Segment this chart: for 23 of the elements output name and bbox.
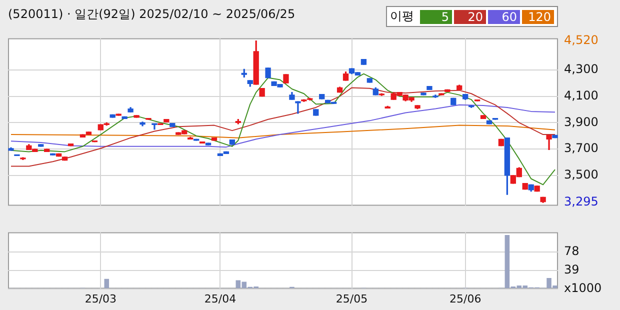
y-tick-label: 4,100 bbox=[564, 88, 598, 102]
text: 120 bbox=[522, 10, 554, 24]
y-tick-label: 4,300 bbox=[564, 62, 598, 76]
text: 20 bbox=[454, 10, 486, 24]
y-tick-label: 4,520 bbox=[564, 32, 598, 47]
x-tick-label: 25/03 bbox=[84, 292, 117, 306]
y-tick-label: 39 bbox=[564, 262, 580, 277]
y-tick-label: x1000 bbox=[564, 280, 602, 295]
text: 60 bbox=[488, 10, 520, 24]
y-tick-label: 3,900 bbox=[564, 114, 598, 129]
text: 5 bbox=[420, 10, 452, 24]
x-tick-label: 25/06 bbox=[449, 292, 482, 306]
y-tick-label: 78 bbox=[564, 244, 580, 258]
bar bbox=[104, 278, 110, 288]
y-tick-label: 3,700 bbox=[564, 141, 598, 156]
y-tick-label: 3,295 bbox=[564, 194, 598, 209]
chart-title: (520011) · 일간(92일) 2025/02/10 ~ 2025/06/25 bbox=[8, 6, 296, 23]
legend-title: 이평 bbox=[390, 8, 414, 25]
candlestick bbox=[295, 101, 301, 114]
x-tick-label: 25/05 bbox=[336, 292, 368, 306]
candlestick bbox=[152, 123, 158, 130]
x-tick-label: 25/04 bbox=[204, 292, 236, 306]
y-tick-label: 3,500 bbox=[564, 168, 598, 182]
